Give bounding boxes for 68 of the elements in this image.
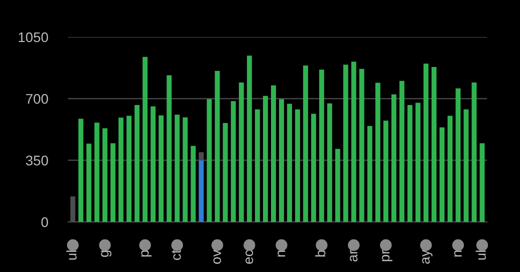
bar: [198, 160, 204, 222]
bar: [399, 80, 404, 222]
bar: [327, 103, 332, 222]
x-tick-label: ar: [350, 250, 358, 262]
bar: [158, 115, 164, 222]
x-tick-label: g: [101, 250, 112, 257]
bar: [343, 64, 348, 222]
bar: [262, 96, 268, 222]
x-tick-label: ov: [213, 250, 222, 264]
y-tick-label: 350: [26, 156, 48, 166]
bar: [142, 56, 148, 222]
bar: [375, 82, 380, 222]
x-tick-label: pr: [382, 250, 392, 262]
bar: [279, 99, 284, 222]
bar: [359, 68, 364, 222]
bar: [295, 109, 300, 222]
bar: [270, 85, 276, 222]
bar: [367, 126, 372, 222]
x-tick-label: ul: [66, 250, 77, 260]
bar: [407, 104, 412, 222]
bar: [480, 143, 485, 222]
y-tick-label: 1050: [18, 32, 48, 42]
bar: [254, 109, 260, 222]
bar: [134, 104, 140, 222]
bar: [391, 94, 396, 222]
bar: [383, 120, 388, 222]
x-tick-label: ay: [422, 250, 432, 264]
bar: [238, 82, 244, 222]
bar: [464, 109, 469, 222]
bar: [423, 64, 428, 222]
x-tick-label: b: [315, 250, 326, 257]
bar: [150, 106, 156, 222]
bar: [86, 144, 92, 222]
bar: [319, 70, 324, 222]
bar: [166, 75, 172, 222]
bar: [246, 56, 252, 222]
x-tick-label: ec: [246, 250, 254, 264]
bar: [351, 62, 356, 222]
bar: [190, 146, 196, 222]
bar: [78, 118, 84, 222]
y-tick-label: 700: [26, 94, 48, 104]
bar: [432, 66, 436, 222]
bar: [415, 102, 420, 222]
bar: [110, 143, 116, 222]
bar: [174, 114, 180, 222]
bar: [214, 70, 220, 222]
x-tick-label: ct: [172, 250, 181, 260]
bar: [222, 122, 228, 222]
bar: [287, 104, 292, 222]
bar: [472, 82, 477, 222]
bar: [456, 88, 461, 222]
bar: [94, 122, 100, 222]
bar: [118, 118, 124, 222]
x-tick-label: n: [278, 250, 286, 257]
bar: [102, 128, 108, 222]
x-tick-label: n: [454, 250, 462, 257]
bar: [440, 127, 445, 222]
bar: [311, 114, 316, 222]
x-tick-label: ul: [476, 250, 486, 260]
bar: [303, 66, 308, 222]
bar: [206, 99, 212, 222]
bar: [230, 101, 236, 222]
bar: [126, 116, 132, 222]
x-tick-label: p: [141, 250, 152, 257]
bar: [182, 117, 188, 222]
y-tick-label: 0: [41, 217, 48, 228]
bar: [448, 116, 453, 222]
bar: [335, 148, 340, 222]
